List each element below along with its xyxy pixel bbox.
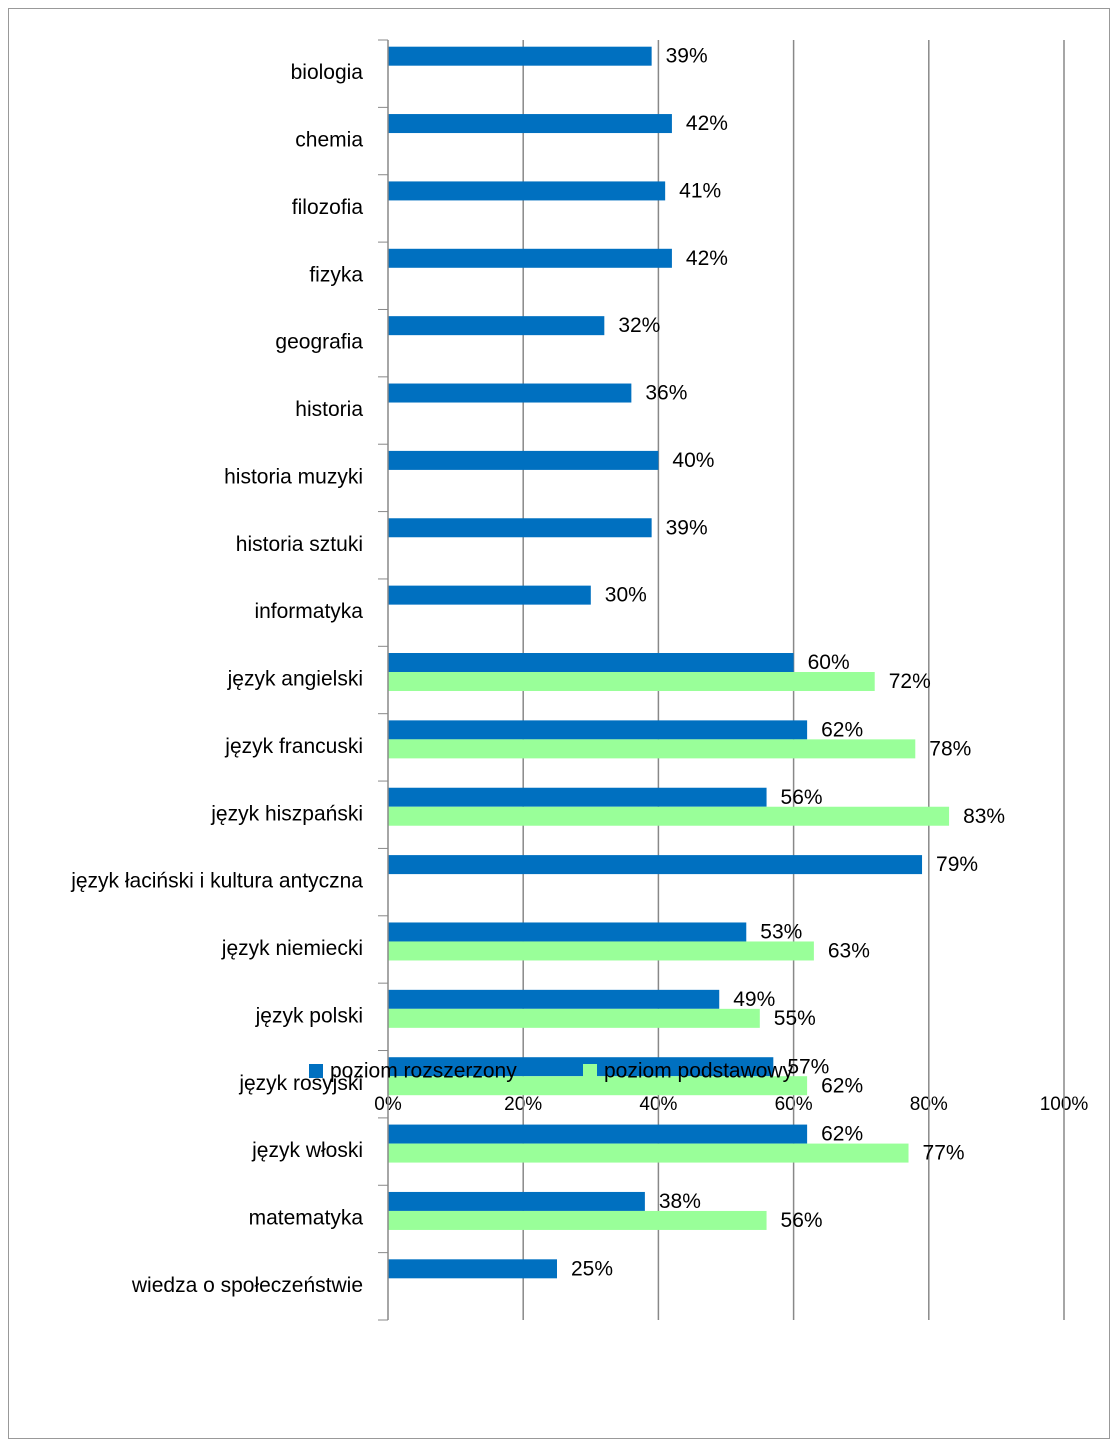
- bar: [388, 855, 923, 875]
- y-tick-label: wiedza o społeczeństwie: [131, 1274, 363, 1297]
- bar: [388, 672, 875, 691]
- bar: [388, 1076, 808, 1096]
- value-label: 55%: [774, 1007, 816, 1030]
- y-tick-label: geografia: [275, 331, 363, 354]
- y-tick-label: język rosyjski: [238, 1072, 363, 1095]
- y-tick-label: język niemiecki: [221, 937, 363, 960]
- value-label: 25%: [571, 1257, 613, 1280]
- value-label: 79%: [936, 853, 978, 876]
- legend-label: poziom podstawowy: [604, 1060, 794, 1083]
- y-tick-label: język polski: [255, 1004, 363, 1027]
- y-tick-label: informatyka: [254, 600, 363, 623]
- y-tick-label: język łaciński i kultura antyczna: [70, 870, 363, 893]
- value-label: 38%: [659, 1190, 701, 1213]
- bar: [388, 1057, 774, 1077]
- value-label: 41%: [679, 179, 721, 202]
- bar: [388, 653, 794, 672]
- y-tick-label: fizyka: [309, 263, 363, 286]
- bar: [388, 720, 808, 740]
- y-tick-label: historia: [295, 398, 363, 421]
- bar: [388, 518, 652, 538]
- value-label: 83%: [963, 805, 1005, 828]
- bar: [388, 450, 659, 470]
- bar: [388, 922, 747, 942]
- bar: [388, 989, 720, 1009]
- value-label: 78%: [929, 737, 971, 760]
- bar: [388, 806, 950, 826]
- value-label: 77%: [923, 1142, 965, 1165]
- bar: [388, 585, 591, 605]
- value-label: 56%: [781, 786, 823, 809]
- value-label: 36%: [645, 382, 687, 405]
- value-label: 49%: [733, 988, 775, 1011]
- bar: [388, 1210, 767, 1230]
- value-label: 62%: [821, 1074, 863, 1097]
- value-label: 30%: [605, 584, 647, 607]
- y-tick-label: historia sztuki: [236, 533, 363, 556]
- value-label: 39%: [666, 45, 708, 68]
- value-label: 60%: [808, 651, 850, 674]
- value-label: 72%: [889, 670, 931, 693]
- bar: [388, 941, 814, 961]
- value-label: 32%: [618, 314, 660, 337]
- legend-label: poziom rozszerzony: [330, 1060, 517, 1083]
- bar: [388, 1191, 645, 1211]
- legend-swatch: [309, 1064, 323, 1078]
- value-label: 40%: [672, 449, 714, 472]
- y-tick-label: biologia: [291, 61, 364, 84]
- value-label: 62%: [821, 1123, 863, 1146]
- bar: [388, 248, 672, 268]
- bar: [388, 739, 916, 759]
- bar: [388, 181, 666, 201]
- y-tick-label: chemia: [295, 129, 363, 152]
- value-label: 42%: [686, 112, 728, 135]
- value-label: 39%: [666, 516, 708, 539]
- value-label: 57%: [787, 1055, 829, 1078]
- bar: [388, 383, 632, 403]
- bar: [388, 1143, 909, 1163]
- bar: [388, 316, 605, 336]
- bar: [388, 46, 652, 66]
- bar: [388, 1124, 808, 1144]
- value-label: 63%: [828, 940, 870, 963]
- y-tick-label: filozofia: [292, 196, 364, 219]
- y-tick-label: matematyka: [249, 1206, 364, 1229]
- y-tick-label: język włoski: [251, 1139, 363, 1162]
- bar: [388, 1008, 760, 1028]
- y-tick-label: język hiszpański: [210, 802, 363, 825]
- y-tick-label: język angielski: [227, 668, 363, 691]
- value-label: 42%: [686, 247, 728, 270]
- value-label: 62%: [821, 718, 863, 741]
- legend-swatch: [583, 1064, 597, 1078]
- bar: [388, 114, 672, 134]
- bar: [388, 787, 767, 807]
- bar: [388, 1259, 557, 1279]
- value-label: 53%: [760, 921, 802, 944]
- value-label: 56%: [781, 1209, 823, 1232]
- y-tick-label: język francuski: [224, 735, 363, 758]
- y-tick-label: historia muzyki: [224, 465, 363, 488]
